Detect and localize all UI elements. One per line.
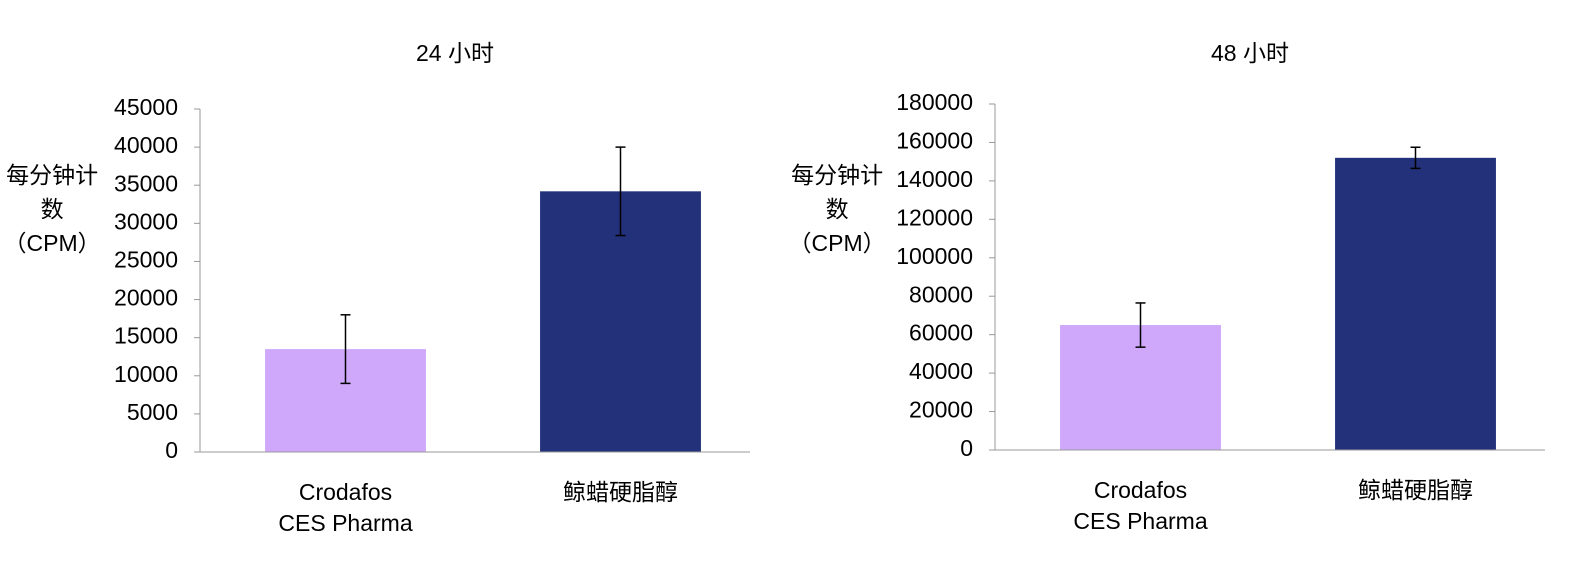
y-tick-label: 0 bbox=[960, 435, 973, 461]
y-tick-label: 25000 bbox=[114, 247, 178, 273]
y-tick-label: 40000 bbox=[114, 132, 178, 158]
chart-title: 24 小时 bbox=[416, 40, 494, 66]
y-axis-label: 每分钟计数（CPM） bbox=[788, 162, 886, 256]
y-tick-label: 0 bbox=[165, 437, 178, 463]
y-tick-label: 60000 bbox=[909, 320, 973, 346]
bar bbox=[1335, 157, 1496, 451]
y-tick-label: 40000 bbox=[909, 358, 973, 384]
y-tick-label: 20000 bbox=[909, 397, 973, 423]
y-axis-label: 每分钟计数（CPM） bbox=[3, 162, 101, 256]
y-tick-label: 5000 bbox=[127, 399, 178, 425]
y-tick-label: 30000 bbox=[114, 208, 178, 234]
y-tick-label: 20000 bbox=[114, 285, 178, 311]
x-tick-label: 鲸蜡硬脂醇 bbox=[1358, 477, 1473, 503]
y-tick-label: 180000 bbox=[896, 89, 973, 115]
y-tick-label: 15000 bbox=[114, 323, 178, 349]
y-tick-label: 120000 bbox=[896, 204, 973, 230]
x-tick-label: Crodafos CES Pharma bbox=[1073, 477, 1208, 534]
x-tick-label: Crodafos CES Pharma bbox=[278, 479, 413, 536]
y-tick-label: 10000 bbox=[114, 361, 178, 387]
x-tick-label: 鲸蜡硬脂醇 bbox=[563, 479, 678, 505]
y-tick-label: 45000 bbox=[114, 94, 178, 120]
y-tick-label: 35000 bbox=[114, 170, 178, 196]
chart-title: 48 小时 bbox=[1211, 40, 1289, 66]
y-tick-label: 140000 bbox=[896, 166, 973, 192]
y-tick-label: 160000 bbox=[896, 128, 973, 154]
y-tick-label: 80000 bbox=[909, 281, 973, 307]
y-tick-label: 100000 bbox=[896, 243, 973, 269]
